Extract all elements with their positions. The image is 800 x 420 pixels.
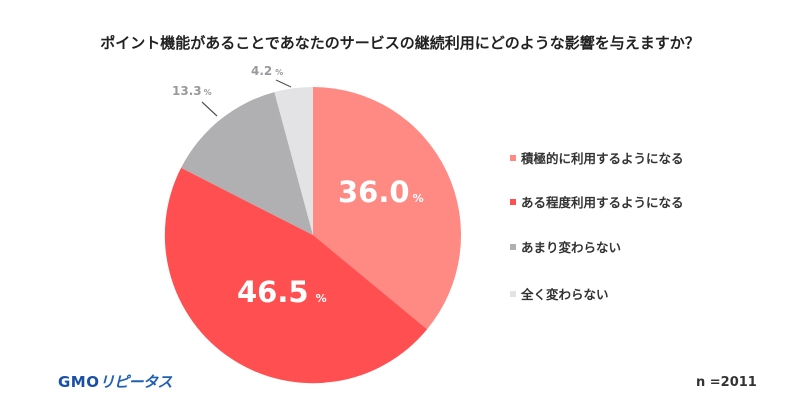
slice-somewhat-use bbox=[164, 167, 428, 384]
slice-active-use bbox=[313, 86, 462, 330]
legend-item-active-use: 積極的に利用するようになる bbox=[510, 148, 684, 167]
legend-label: ある程度利用するようになる bbox=[521, 195, 684, 210]
leader-line-4-2 bbox=[275, 79, 292, 88]
leader-line-13-3 bbox=[201, 101, 218, 117]
logo-product-text: リピータス bbox=[99, 373, 173, 391]
legend-item-no-change: 全く変わらない bbox=[510, 284, 609, 303]
slice-label-36: 36.0% bbox=[338, 175, 424, 209]
slice-label-13-3: 13.3% bbox=[172, 84, 212, 98]
slice-not-much-change bbox=[181, 92, 313, 235]
sample-size: n =2011 bbox=[696, 375, 757, 390]
legend-swatch bbox=[510, 154, 516, 161]
legend-label: あまり変わらない bbox=[521, 240, 622, 255]
slice-label-4-2: 4.2% bbox=[251, 64, 283, 78]
legend-label: 積極的に利用するようになる bbox=[521, 151, 684, 166]
legend-item-not-much-change: あまり変わらない bbox=[510, 237, 621, 256]
legend-swatch bbox=[510, 290, 516, 297]
legend-label: 全く変わらない bbox=[521, 287, 609, 302]
slice-label-46-5: 46.5% bbox=[237, 275, 327, 309]
legend-item-somewhat-use: ある程度利用するようになる bbox=[510, 192, 684, 211]
logo-gmo-text: GMO bbox=[58, 373, 100, 391]
brand-logo: GMOリピータス bbox=[58, 371, 173, 392]
legend-swatch bbox=[510, 198, 516, 205]
chart-title: ポイント機能があることであなたのサービスの継続利用にどのような影響を与えますか？ bbox=[100, 34, 700, 52]
legend-swatch bbox=[510, 243, 516, 250]
slice-no-change bbox=[274, 86, 313, 236]
